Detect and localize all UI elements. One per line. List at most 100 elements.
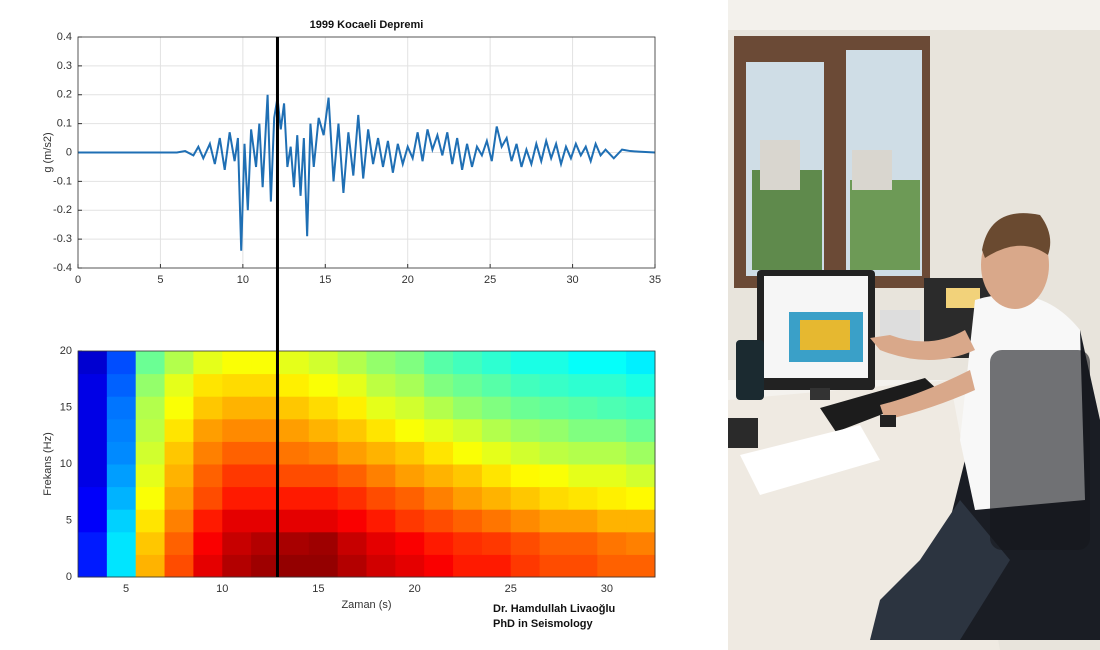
heat-cell xyxy=(366,509,396,533)
heat-cell xyxy=(539,441,569,465)
heat-cell xyxy=(308,373,339,397)
x-tick-label: 10 xyxy=(216,583,228,595)
heat-cell xyxy=(539,554,569,578)
heat-cell xyxy=(626,554,656,578)
heat-cell xyxy=(135,509,166,533)
heat-cell xyxy=(222,373,252,397)
y-tick-label: -0.1 xyxy=(53,175,72,187)
heat-cell xyxy=(453,418,483,442)
heat-cell xyxy=(539,418,569,442)
heat-cell xyxy=(222,464,252,488)
heat-cell xyxy=(568,464,598,488)
heat-cell xyxy=(597,373,627,397)
heat-cell xyxy=(568,396,598,420)
heat-cell xyxy=(626,531,656,555)
heat-cell xyxy=(251,486,281,510)
heat-cell xyxy=(308,351,339,375)
heat-cell xyxy=(164,464,194,488)
heat-cell xyxy=(251,464,281,488)
y-tick-label: 0.1 xyxy=(57,118,72,130)
heat-cell xyxy=(164,373,194,397)
heat-cell xyxy=(424,509,454,533)
heat-cell xyxy=(597,418,627,442)
heat-cell xyxy=(78,441,108,465)
heat-cell xyxy=(424,486,454,510)
x-tick-label: 30 xyxy=(601,583,613,595)
heat-cell xyxy=(597,486,627,510)
heat-cell xyxy=(568,486,598,510)
heat-cell xyxy=(539,373,569,397)
heat-cell xyxy=(424,373,454,397)
heat-cell xyxy=(78,396,108,420)
heat-cell xyxy=(510,441,541,465)
heat-cell xyxy=(135,464,166,488)
credit-line: Dr. Hamdullah Livaoğlu xyxy=(493,603,615,615)
x-tick-label: 20 xyxy=(402,274,414,286)
heat-cell xyxy=(395,531,425,555)
heat-cell xyxy=(568,351,598,375)
heat-cell xyxy=(481,531,512,555)
heat-cell xyxy=(424,418,454,442)
heat-cell xyxy=(366,441,396,465)
heat-cell xyxy=(164,554,194,578)
heat-cell xyxy=(395,351,425,375)
heat-cell xyxy=(626,464,656,488)
heat-cell xyxy=(568,554,598,578)
heat-cell xyxy=(135,418,166,442)
heat-cell xyxy=(193,486,223,510)
heat-cell xyxy=(626,509,656,533)
heat-cell xyxy=(222,396,252,420)
heat-cell xyxy=(366,554,396,578)
heat-cell xyxy=(337,396,367,420)
heat-cell xyxy=(395,464,425,488)
heat-cell xyxy=(568,509,598,533)
heat-cell xyxy=(539,531,569,555)
heat-cell xyxy=(626,486,656,510)
heat-cell xyxy=(539,464,569,488)
heat-cell xyxy=(453,509,483,533)
heat-cell xyxy=(366,373,396,397)
heat-cell xyxy=(135,554,166,578)
heat-cell xyxy=(481,396,512,420)
heat-cell xyxy=(597,351,627,375)
y-tick-label: 5 xyxy=(66,514,72,526)
heat-cell xyxy=(453,554,483,578)
y-tick-label: 15 xyxy=(60,401,72,413)
heat-cell xyxy=(308,509,339,533)
heat-cell xyxy=(626,441,656,465)
heat-cell xyxy=(78,486,108,510)
heat-cell xyxy=(279,554,310,578)
heat-cell xyxy=(366,351,396,375)
y-axis-label: Frekans (Hz) xyxy=(42,432,54,496)
heat-cell xyxy=(337,464,367,488)
heat-cell xyxy=(597,396,627,420)
heat-cell xyxy=(135,486,166,510)
heat-cell xyxy=(251,418,281,442)
x-axis-label: Zaman (s) xyxy=(341,599,391,611)
heat-cell xyxy=(78,351,108,375)
heat-cell xyxy=(135,396,166,420)
heat-cell xyxy=(453,464,483,488)
heat-cell xyxy=(597,531,627,555)
heat-cell xyxy=(539,509,569,533)
heat-cell xyxy=(395,441,425,465)
heat-cell xyxy=(106,464,137,488)
heat-cell xyxy=(366,464,396,488)
heat-cell xyxy=(453,396,483,420)
heat-cell xyxy=(251,509,281,533)
heat-cell xyxy=(78,464,108,488)
heat-cell xyxy=(135,441,166,465)
heat-cell xyxy=(106,373,137,397)
heat-cell xyxy=(106,486,137,510)
y-tick-label: 0 xyxy=(66,571,72,583)
heat-cell xyxy=(481,373,512,397)
x-tick-label: 20 xyxy=(408,583,420,595)
heat-cell xyxy=(279,396,310,420)
heat-cell xyxy=(251,351,281,375)
heat-cell xyxy=(366,418,396,442)
heat-cell xyxy=(424,554,454,578)
heat-cell xyxy=(78,418,108,442)
heat-cell xyxy=(539,351,569,375)
heat-cell xyxy=(366,531,396,555)
